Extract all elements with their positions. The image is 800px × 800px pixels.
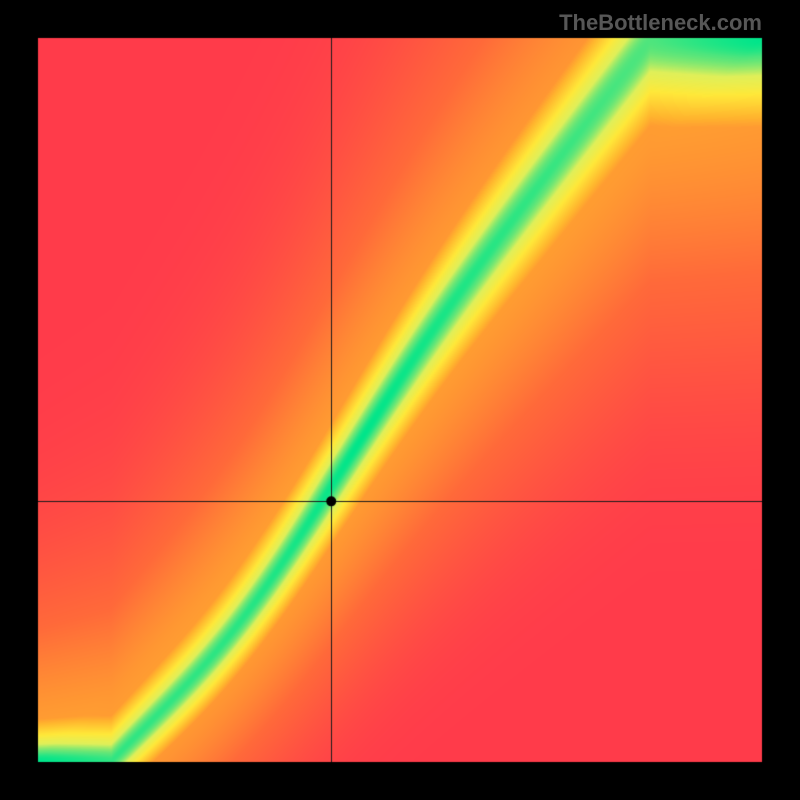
bottleneck-heatmap xyxy=(0,0,800,800)
chart-container: TheBottleneck.com xyxy=(0,0,800,800)
watermark-text: TheBottleneck.com xyxy=(559,10,762,36)
